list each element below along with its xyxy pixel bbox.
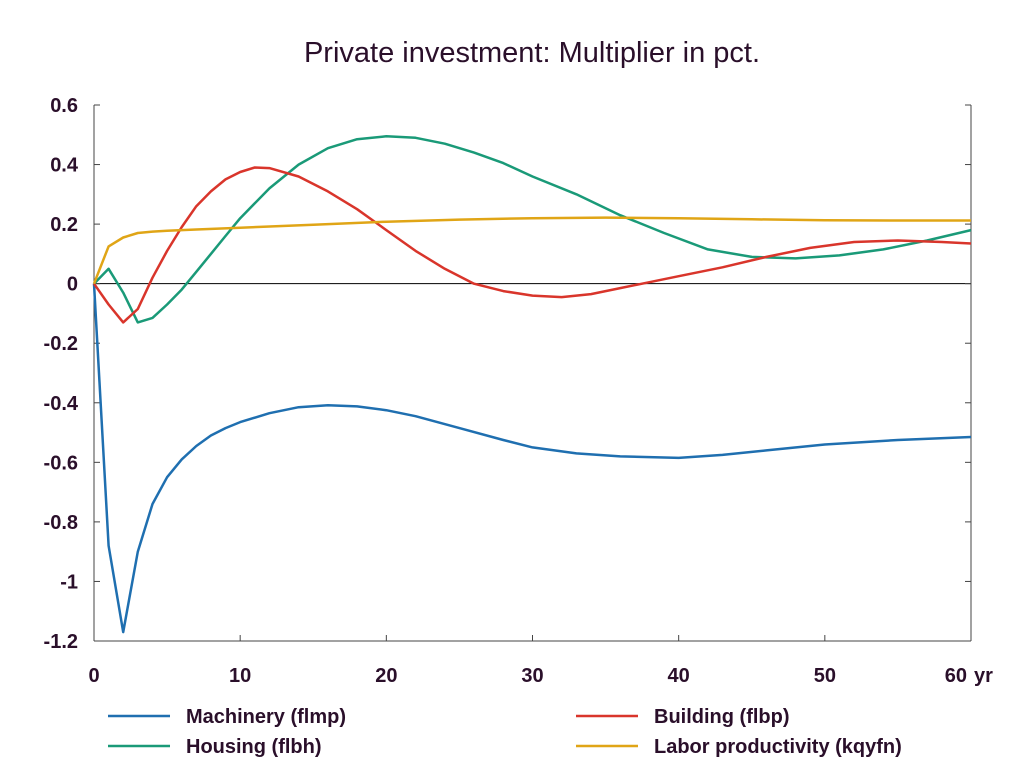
x-unit-label: yr — [974, 665, 993, 687]
x-tick-label: 40 — [668, 665, 690, 687]
legend-label-3: Labor productivity (kqyfn) — [654, 736, 902, 758]
legend-label-1: Housing (flbh) — [186, 736, 322, 758]
y-tick-label: -0.4 — [44, 393, 79, 415]
chart-title: Private investment: Multiplier in pct. — [304, 37, 760, 69]
y-tick-label: 0.6 — [50, 95, 78, 117]
y-tick-label: -0.2 — [44, 333, 78, 355]
x-tick-label: 60 — [945, 665, 967, 687]
y-axis-ticks: 0.6 0.4 0.2 0 -0.2 -0.4 -0.6 -0.8 -1 -1.2 — [44, 95, 971, 653]
x-tick-label: 10 — [229, 665, 251, 687]
legend-label-2: Building (flbp) — [654, 706, 790, 728]
legend: Machinery (flmp) Housing (flbh) Building (… — [108, 706, 902, 758]
series-line-1 — [93, 135, 972, 324]
y-tick-label: -0.8 — [44, 512, 78, 534]
y-tick-label: 0.2 — [50, 214, 78, 236]
series-layer — [92, 135, 972, 634]
y-tick-label: 0.4 — [50, 155, 79, 177]
x-axis-ticks: 0 10 20 30 40 50 60 — [88, 635, 972, 687]
x-tick-label: 0 — [88, 665, 99, 687]
y-tick-label: -0.6 — [44, 452, 78, 474]
series-line-3 — [92, 216, 971, 285]
legend-label-0: Machinery (flmp) — [186, 706, 346, 728]
y-tick-label: -1.2 — [44, 631, 78, 653]
series-line-2 — [92, 166, 972, 324]
y-tick-label: -1 — [60, 571, 78, 593]
x-tick-label: 50 — [814, 665, 836, 687]
series-line-0 — [92, 283, 972, 634]
y-tick-label: 0 — [67, 274, 78, 296]
x-tick-label: 20 — [375, 665, 397, 687]
x-tick-label: 30 — [521, 665, 543, 687]
